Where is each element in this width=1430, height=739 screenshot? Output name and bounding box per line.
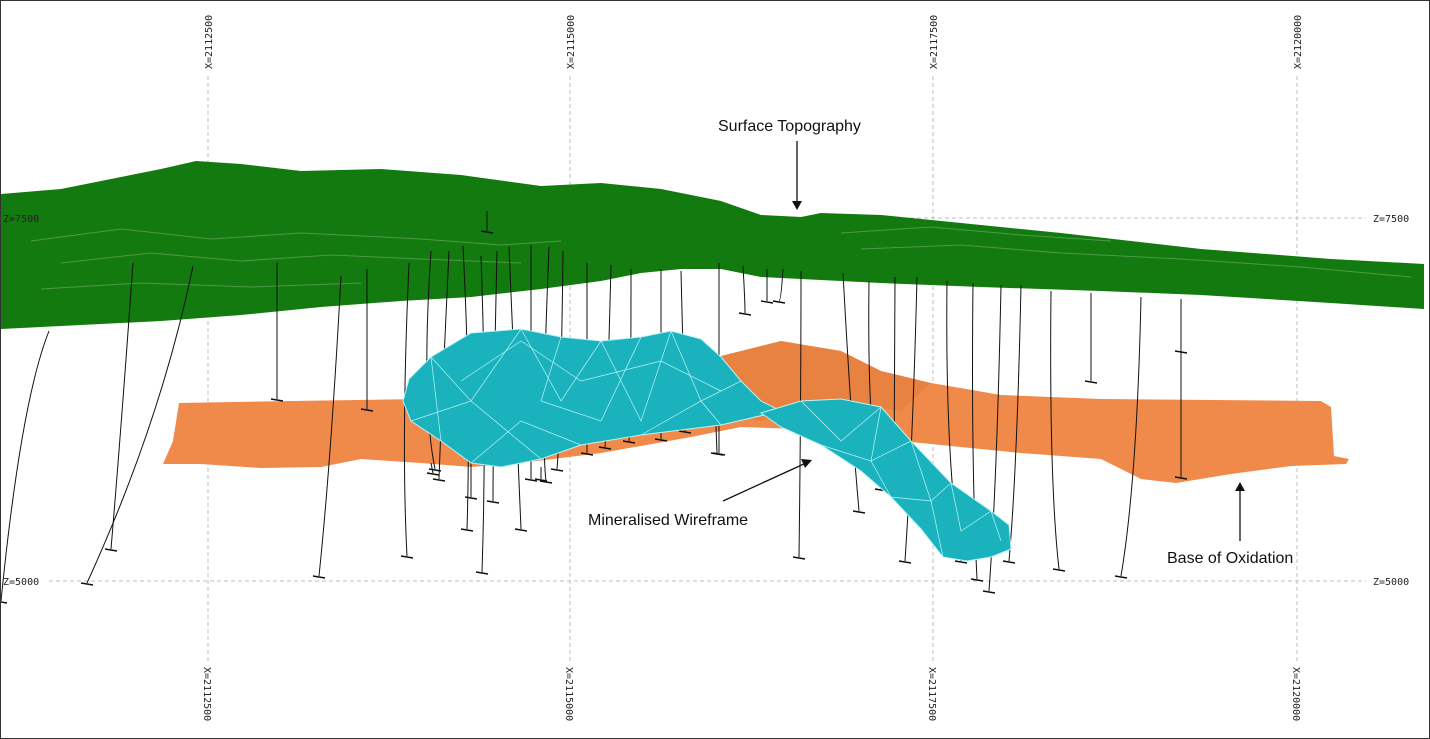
base-of-oxidation-label: Base of Oxidation [1167, 550, 1293, 567]
drillhole-end-marker [772, 300, 786, 304]
surface-topography-label: Surface Topography [718, 118, 861, 135]
drillhole-end-marker [80, 582, 94, 586]
drillhole-end-marker [1052, 568, 1066, 572]
drillhole-end-marker [580, 452, 594, 456]
grid-labels: X=2112500 X=2115000 X=2117500 X=2120000 … [3, 15, 1409, 721]
drillhole-end-marker [104, 548, 118, 552]
arrow-icon [1235, 482, 1245, 541]
drillhole-end-marker [898, 560, 912, 564]
drillhole-end-marker [1002, 560, 1016, 564]
drillhole-end-marker [710, 452, 724, 456]
drillhole-end-marker [464, 496, 478, 500]
surface-topography [1, 161, 1424, 329]
drillhole-trace [430, 462, 434, 474]
drillhole-end-marker [524, 478, 538, 482]
drillhole-end-marker [486, 500, 500, 504]
z-grid-label-left: Z=7500 [3, 214, 39, 225]
drillhole-end-marker [475, 571, 489, 575]
drillhole-trace [904, 276, 918, 562]
drillhole-end-marker [460, 528, 474, 532]
drillhole-end-marker [622, 440, 636, 444]
drillhole-end-marker [426, 472, 440, 476]
drillhole-end-marker [1084, 380, 1098, 384]
drillhole-end-marker [654, 438, 668, 442]
drillhole-trace [1050, 290, 1060, 570]
drillhole-end-marker [480, 230, 494, 234]
drillhole-end-marker [792, 556, 806, 560]
drillhole-end-marker [432, 478, 446, 482]
drillhole-end-marker [970, 578, 984, 582]
drillhole-end-marker [534, 478, 548, 482]
x-grid-label-bottom: X=2117500 [926, 667, 937, 721]
drillhole-trace [86, 265, 194, 584]
drillhole-end-marker [1114, 575, 1128, 579]
drillhole-end-marker [760, 300, 774, 304]
mineralised-wireframe-label: Mineralised Wireframe [588, 512, 748, 529]
drillhole-end-marker [550, 468, 564, 472]
x-grid-label-top: X=2112500 [204, 15, 215, 69]
drillhole-end-marker [954, 560, 968, 564]
z-grid-label-right: Z=7500 [1373, 214, 1409, 225]
x-grid-label-top: X=2117500 [929, 15, 940, 69]
x-grid-label-top: X=2120000 [1293, 15, 1304, 69]
callout-labels: Surface Topography Mineralised Wireframe… [588, 118, 1293, 567]
drillhole-end-marker [312, 575, 326, 579]
drillhole-end-marker [270, 398, 284, 402]
drillhole-end-marker [738, 312, 752, 316]
annotation-arrows [722, 141, 1245, 541]
arrow-icon [722, 459, 812, 502]
x-grid-label-bottom: X=2120000 [1290, 667, 1301, 721]
mineralised-wireframe [402, 328, 1012, 562]
drillhole-end-marker [852, 510, 866, 514]
drillhole-trace [110, 262, 134, 550]
z-grid-label-right: Z=5000 [1373, 577, 1409, 588]
drillhole-trace [778, 268, 784, 302]
drillhole-end-marker [360, 408, 374, 412]
x-grid-label-bottom: X=2112500 [201, 667, 212, 721]
z-grid-label-left: Z=5000 [3, 577, 39, 588]
drillhole-end-marker [678, 430, 692, 434]
drillhole-trace [403, 262, 410, 557]
drillhole-end-marker [982, 590, 996, 594]
drillhole-end-marker [400, 555, 414, 559]
drillhole-trace [1008, 284, 1022, 562]
drillhole-trace [1120, 296, 1142, 577]
x-grid-label-top: X=2115000 [566, 15, 577, 69]
drillhole-end-marker [1, 601, 8, 604]
drillhole-end-marker [539, 480, 553, 484]
arrow-icon [792, 141, 802, 210]
drillhole-end-marker [598, 446, 612, 450]
x-grid-label-bottom: X=2115000 [563, 667, 574, 721]
drillhole-trace [318, 275, 342, 577]
drillhole-trace [1, 330, 50, 602]
drillhole-trace [988, 284, 1002, 592]
drillhole-end-marker [514, 528, 528, 532]
drillhole-end-marker [1174, 476, 1188, 480]
drillhole-trace [742, 265, 746, 314]
